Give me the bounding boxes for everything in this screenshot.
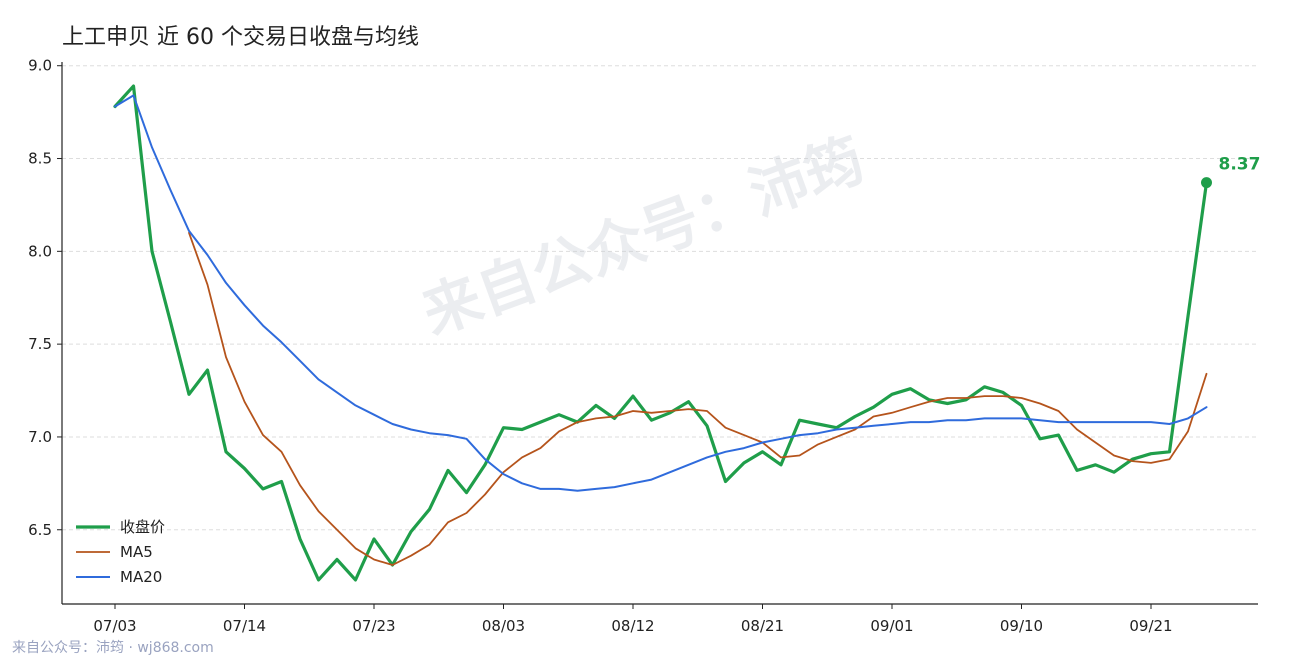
end-value-label: 8.37 bbox=[1219, 155, 1261, 175]
y-axis-ticks: 6.5 7.0 7.5 8.0 8.5 9.0 bbox=[28, 57, 62, 539]
legend-label-2: MA20 bbox=[120, 568, 162, 586]
y-tick-label-1: 7.0 bbox=[28, 428, 52, 446]
series-line-2 bbox=[114, 94, 1208, 492]
y-tick-label-3: 8.0 bbox=[28, 242, 52, 260]
legend-label-0: 收盘价 bbox=[120, 518, 165, 536]
series-line-0 bbox=[113, 84, 1209, 582]
y-tick-label-5: 9.0 bbox=[28, 57, 52, 75]
x-tick-label-8: 09/21 bbox=[1129, 617, 1172, 635]
legend: 收盘价 MA5 MA20 bbox=[76, 518, 165, 586]
y-tick-label-4: 8.5 bbox=[28, 150, 52, 168]
end-point-marker bbox=[1201, 177, 1212, 189]
series-line-1 bbox=[188, 231, 1208, 566]
series-lines bbox=[113, 84, 1209, 582]
x-tick-label-7: 09/10 bbox=[1000, 617, 1043, 635]
grid-lines bbox=[62, 65, 1258, 531]
y-tick-label-2: 7.5 bbox=[28, 335, 52, 353]
x-tick-label-4: 08/12 bbox=[611, 617, 654, 635]
x-axis-ticks: 07/03 07/14 07/23 08/03 08/12 08/21 09/01 09/10… bbox=[93, 604, 1173, 635]
x-tick-label-2: 07/23 bbox=[352, 617, 395, 635]
footer-credit: 来自公众号：沛筠 · wj868.com bbox=[12, 639, 214, 656]
x-tick-label-3: 08/03 bbox=[482, 617, 525, 635]
legend-label-1: MA5 bbox=[120, 543, 153, 561]
x-tick-label-5: 08/21 bbox=[741, 617, 784, 635]
x-tick-label-1: 07/14 bbox=[223, 617, 266, 635]
x-tick-label-0: 07/03 bbox=[93, 617, 136, 635]
end-annotation: 8.37 bbox=[1201, 155, 1260, 189]
x-tick-label-6: 09/01 bbox=[870, 617, 913, 635]
axes bbox=[61, 62, 1258, 605]
chart-title: 上工申贝 近 60 个交易日收盘与均线 bbox=[62, 25, 419, 50]
y-tick-label-0: 6.5 bbox=[28, 521, 52, 539]
